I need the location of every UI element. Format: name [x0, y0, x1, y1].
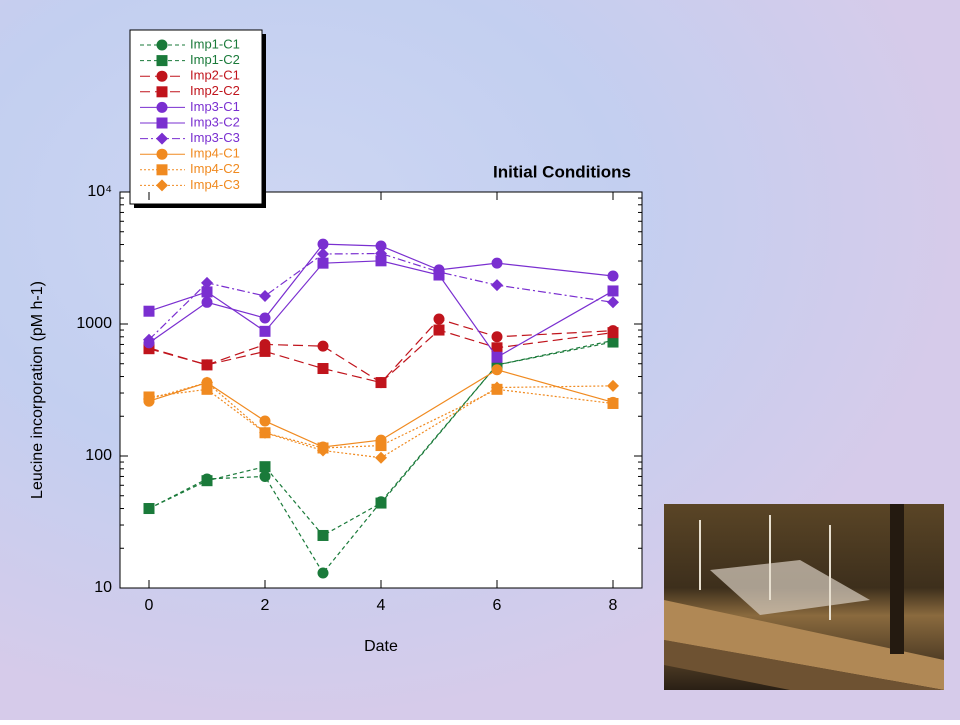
marker [491, 342, 503, 354]
marker [259, 461, 271, 473]
marker [607, 336, 619, 348]
legend-label: Imp3-C3 [190, 130, 240, 145]
marker [375, 497, 387, 509]
series-line [148, 260, 614, 359]
legend-marker [156, 148, 168, 160]
marker [143, 343, 155, 355]
marker [317, 529, 329, 541]
y-tick-label: 10⁴ [87, 183, 112, 200]
marker [607, 397, 619, 409]
marker [201, 376, 213, 389]
legend-label: Imp3-C2 [190, 114, 240, 129]
marker [259, 312, 271, 324]
y-tick-label: 1000 [76, 315, 112, 332]
y-tick-label: 10 [94, 579, 112, 596]
marker [375, 451, 387, 464]
legend-label: Imp4-C1 [190, 146, 240, 161]
legend-marker [156, 101, 168, 113]
marker [491, 279, 503, 292]
legend-label: Imp3-C1 [190, 99, 240, 114]
marker [201, 296, 213, 308]
marker [317, 238, 329, 250]
marker [607, 379, 619, 392]
marker [491, 351, 503, 363]
legend [129, 29, 263, 205]
marker [259, 426, 271, 439]
marker [201, 383, 213, 395]
series-line [148, 329, 614, 384]
marker [433, 265, 445, 278]
marker [317, 248, 329, 261]
y-axis-label: Leucine incorporation (pM h-1) [29, 281, 46, 499]
marker [375, 255, 387, 267]
marker [259, 345, 271, 357]
marker [143, 393, 155, 406]
marker [317, 340, 329, 352]
legend-marker [156, 39, 168, 51]
marker [317, 363, 329, 375]
marker [433, 313, 445, 325]
x-tick-label: 0 [145, 597, 154, 614]
legend-marker [156, 164, 168, 176]
legend-marker [156, 117, 168, 129]
legend-marker [156, 70, 168, 82]
marker [607, 270, 619, 282]
x-tick-label: 2 [261, 597, 270, 614]
marker [491, 331, 503, 343]
marker [491, 364, 503, 376]
series-line [148, 243, 614, 344]
marker [259, 470, 271, 482]
x-axis-label: Date [364, 638, 398, 655]
series-line [148, 252, 614, 341]
legend-label: Imp4-C2 [190, 161, 240, 176]
chart-title: Initial Conditions [493, 162, 631, 181]
x-tick-label: 8 [609, 597, 618, 614]
legend-marker [156, 132, 168, 145]
legend-marker [156, 55, 168, 67]
y-tick-label: 100 [85, 447, 112, 464]
x-tick-label: 4 [377, 597, 386, 614]
marker [143, 503, 155, 515]
marker [491, 381, 503, 394]
legend-marker [156, 86, 168, 98]
x-tick-label: 6 [493, 597, 502, 614]
marker [607, 296, 619, 309]
legend-label: Imp1-C2 [190, 52, 240, 67]
marker [607, 285, 619, 297]
marker [201, 359, 213, 371]
marker [143, 305, 155, 317]
marker [375, 247, 387, 260]
series-line [148, 318, 614, 384]
marker [317, 444, 329, 457]
marker [201, 276, 213, 289]
marker [607, 327, 619, 339]
marker [201, 475, 213, 487]
marker [259, 289, 271, 302]
legend-label: Imp1-C1 [190, 36, 240, 51]
marker [375, 377, 387, 389]
photo [664, 504, 944, 690]
marker [201, 286, 213, 298]
marker [317, 257, 329, 269]
legend-marker [156, 179, 168, 192]
legend-label: Imp4-C3 [190, 177, 240, 192]
marker [259, 325, 271, 337]
marker [259, 415, 271, 427]
marker [433, 324, 445, 336]
marker [143, 333, 155, 346]
legend-label: Imp2-C1 [190, 68, 240, 83]
marker [375, 240, 387, 252]
legend-label: Imp2-C2 [190, 83, 240, 98]
marker [317, 567, 329, 579]
marker [375, 440, 387, 452]
marker [491, 257, 503, 269]
